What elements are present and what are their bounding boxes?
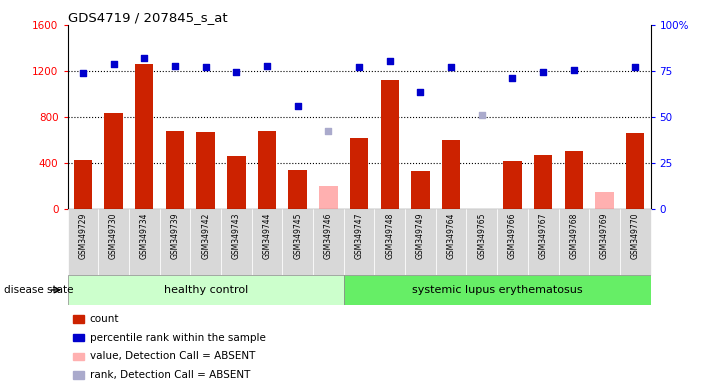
Bar xyxy=(252,209,282,275)
Point xyxy=(139,55,150,61)
Point xyxy=(262,63,273,70)
Point xyxy=(77,70,89,76)
Text: value, Detection Call = ABSENT: value, Detection Call = ABSENT xyxy=(90,351,255,361)
Text: GSM349743: GSM349743 xyxy=(232,213,241,259)
Text: GSM349766: GSM349766 xyxy=(508,213,517,259)
Bar xyxy=(350,138,368,209)
Text: disease state: disease state xyxy=(4,285,73,295)
Point xyxy=(200,64,211,70)
Bar xyxy=(196,132,215,209)
Text: rank, Detection Call = ABSENT: rank, Detection Call = ABSENT xyxy=(90,370,250,380)
Bar xyxy=(497,209,528,275)
Text: GSM349746: GSM349746 xyxy=(324,213,333,259)
Point xyxy=(384,58,395,64)
Text: GSM349744: GSM349744 xyxy=(262,213,272,259)
Point xyxy=(108,61,119,67)
Bar xyxy=(626,133,644,209)
Text: GSM349764: GSM349764 xyxy=(447,213,456,259)
Point xyxy=(415,89,426,95)
Bar xyxy=(436,209,466,275)
Point xyxy=(445,64,456,70)
Bar xyxy=(589,209,620,275)
Bar xyxy=(620,209,651,275)
Bar xyxy=(343,209,375,275)
Point xyxy=(353,64,365,70)
Text: systemic lupus erythematosus: systemic lupus erythematosus xyxy=(412,285,582,295)
Text: GSM349748: GSM349748 xyxy=(385,213,394,259)
Bar xyxy=(282,209,313,275)
Bar xyxy=(343,275,651,305)
Point xyxy=(538,69,549,75)
Text: GSM349749: GSM349749 xyxy=(416,213,425,259)
Bar xyxy=(380,80,399,209)
Bar xyxy=(503,161,522,209)
Bar xyxy=(442,140,460,209)
Bar xyxy=(595,192,614,209)
Point xyxy=(629,64,641,70)
Point xyxy=(169,63,181,70)
Bar xyxy=(98,209,129,275)
Text: GSM349745: GSM349745 xyxy=(293,213,302,259)
Bar xyxy=(129,209,159,275)
Text: GDS4719 / 207845_s_at: GDS4719 / 207845_s_at xyxy=(68,11,228,24)
Bar xyxy=(73,353,84,360)
Bar xyxy=(528,209,559,275)
Bar xyxy=(68,275,343,305)
Bar xyxy=(565,151,583,209)
Bar xyxy=(405,209,436,275)
Bar xyxy=(313,209,343,275)
Bar xyxy=(73,334,84,341)
Text: GSM349768: GSM349768 xyxy=(570,213,578,259)
Point xyxy=(507,75,518,81)
Bar xyxy=(375,209,405,275)
Bar xyxy=(289,170,307,209)
Text: GSM349729: GSM349729 xyxy=(78,213,87,259)
Bar xyxy=(135,64,154,209)
Text: GSM349770: GSM349770 xyxy=(631,213,640,259)
Bar xyxy=(73,315,84,323)
Bar xyxy=(534,155,552,209)
Bar xyxy=(466,209,497,275)
Bar xyxy=(159,209,191,275)
Bar xyxy=(411,171,429,209)
Text: GSM349769: GSM349769 xyxy=(600,213,609,259)
Bar xyxy=(258,131,276,209)
Point xyxy=(230,69,242,75)
Text: GSM349767: GSM349767 xyxy=(539,213,547,259)
Point xyxy=(292,103,304,109)
Bar xyxy=(191,209,221,275)
Bar xyxy=(227,156,245,209)
Bar xyxy=(166,131,184,209)
Text: GSM349734: GSM349734 xyxy=(140,213,149,259)
Point xyxy=(568,67,579,73)
Text: GSM349765: GSM349765 xyxy=(477,213,486,259)
Text: count: count xyxy=(90,314,119,324)
Bar xyxy=(73,371,84,379)
Text: GSM349730: GSM349730 xyxy=(109,213,118,259)
Bar xyxy=(319,186,338,209)
Bar xyxy=(74,160,92,209)
Bar xyxy=(105,113,123,209)
Text: GSM349742: GSM349742 xyxy=(201,213,210,259)
Bar xyxy=(221,209,252,275)
Text: healthy control: healthy control xyxy=(164,285,247,295)
Text: percentile rank within the sample: percentile rank within the sample xyxy=(90,333,266,343)
Point xyxy=(323,128,334,134)
Text: GSM349747: GSM349747 xyxy=(355,213,363,259)
Bar xyxy=(559,209,589,275)
Bar xyxy=(68,209,98,275)
Text: GSM349739: GSM349739 xyxy=(171,213,179,259)
Point xyxy=(476,112,488,118)
